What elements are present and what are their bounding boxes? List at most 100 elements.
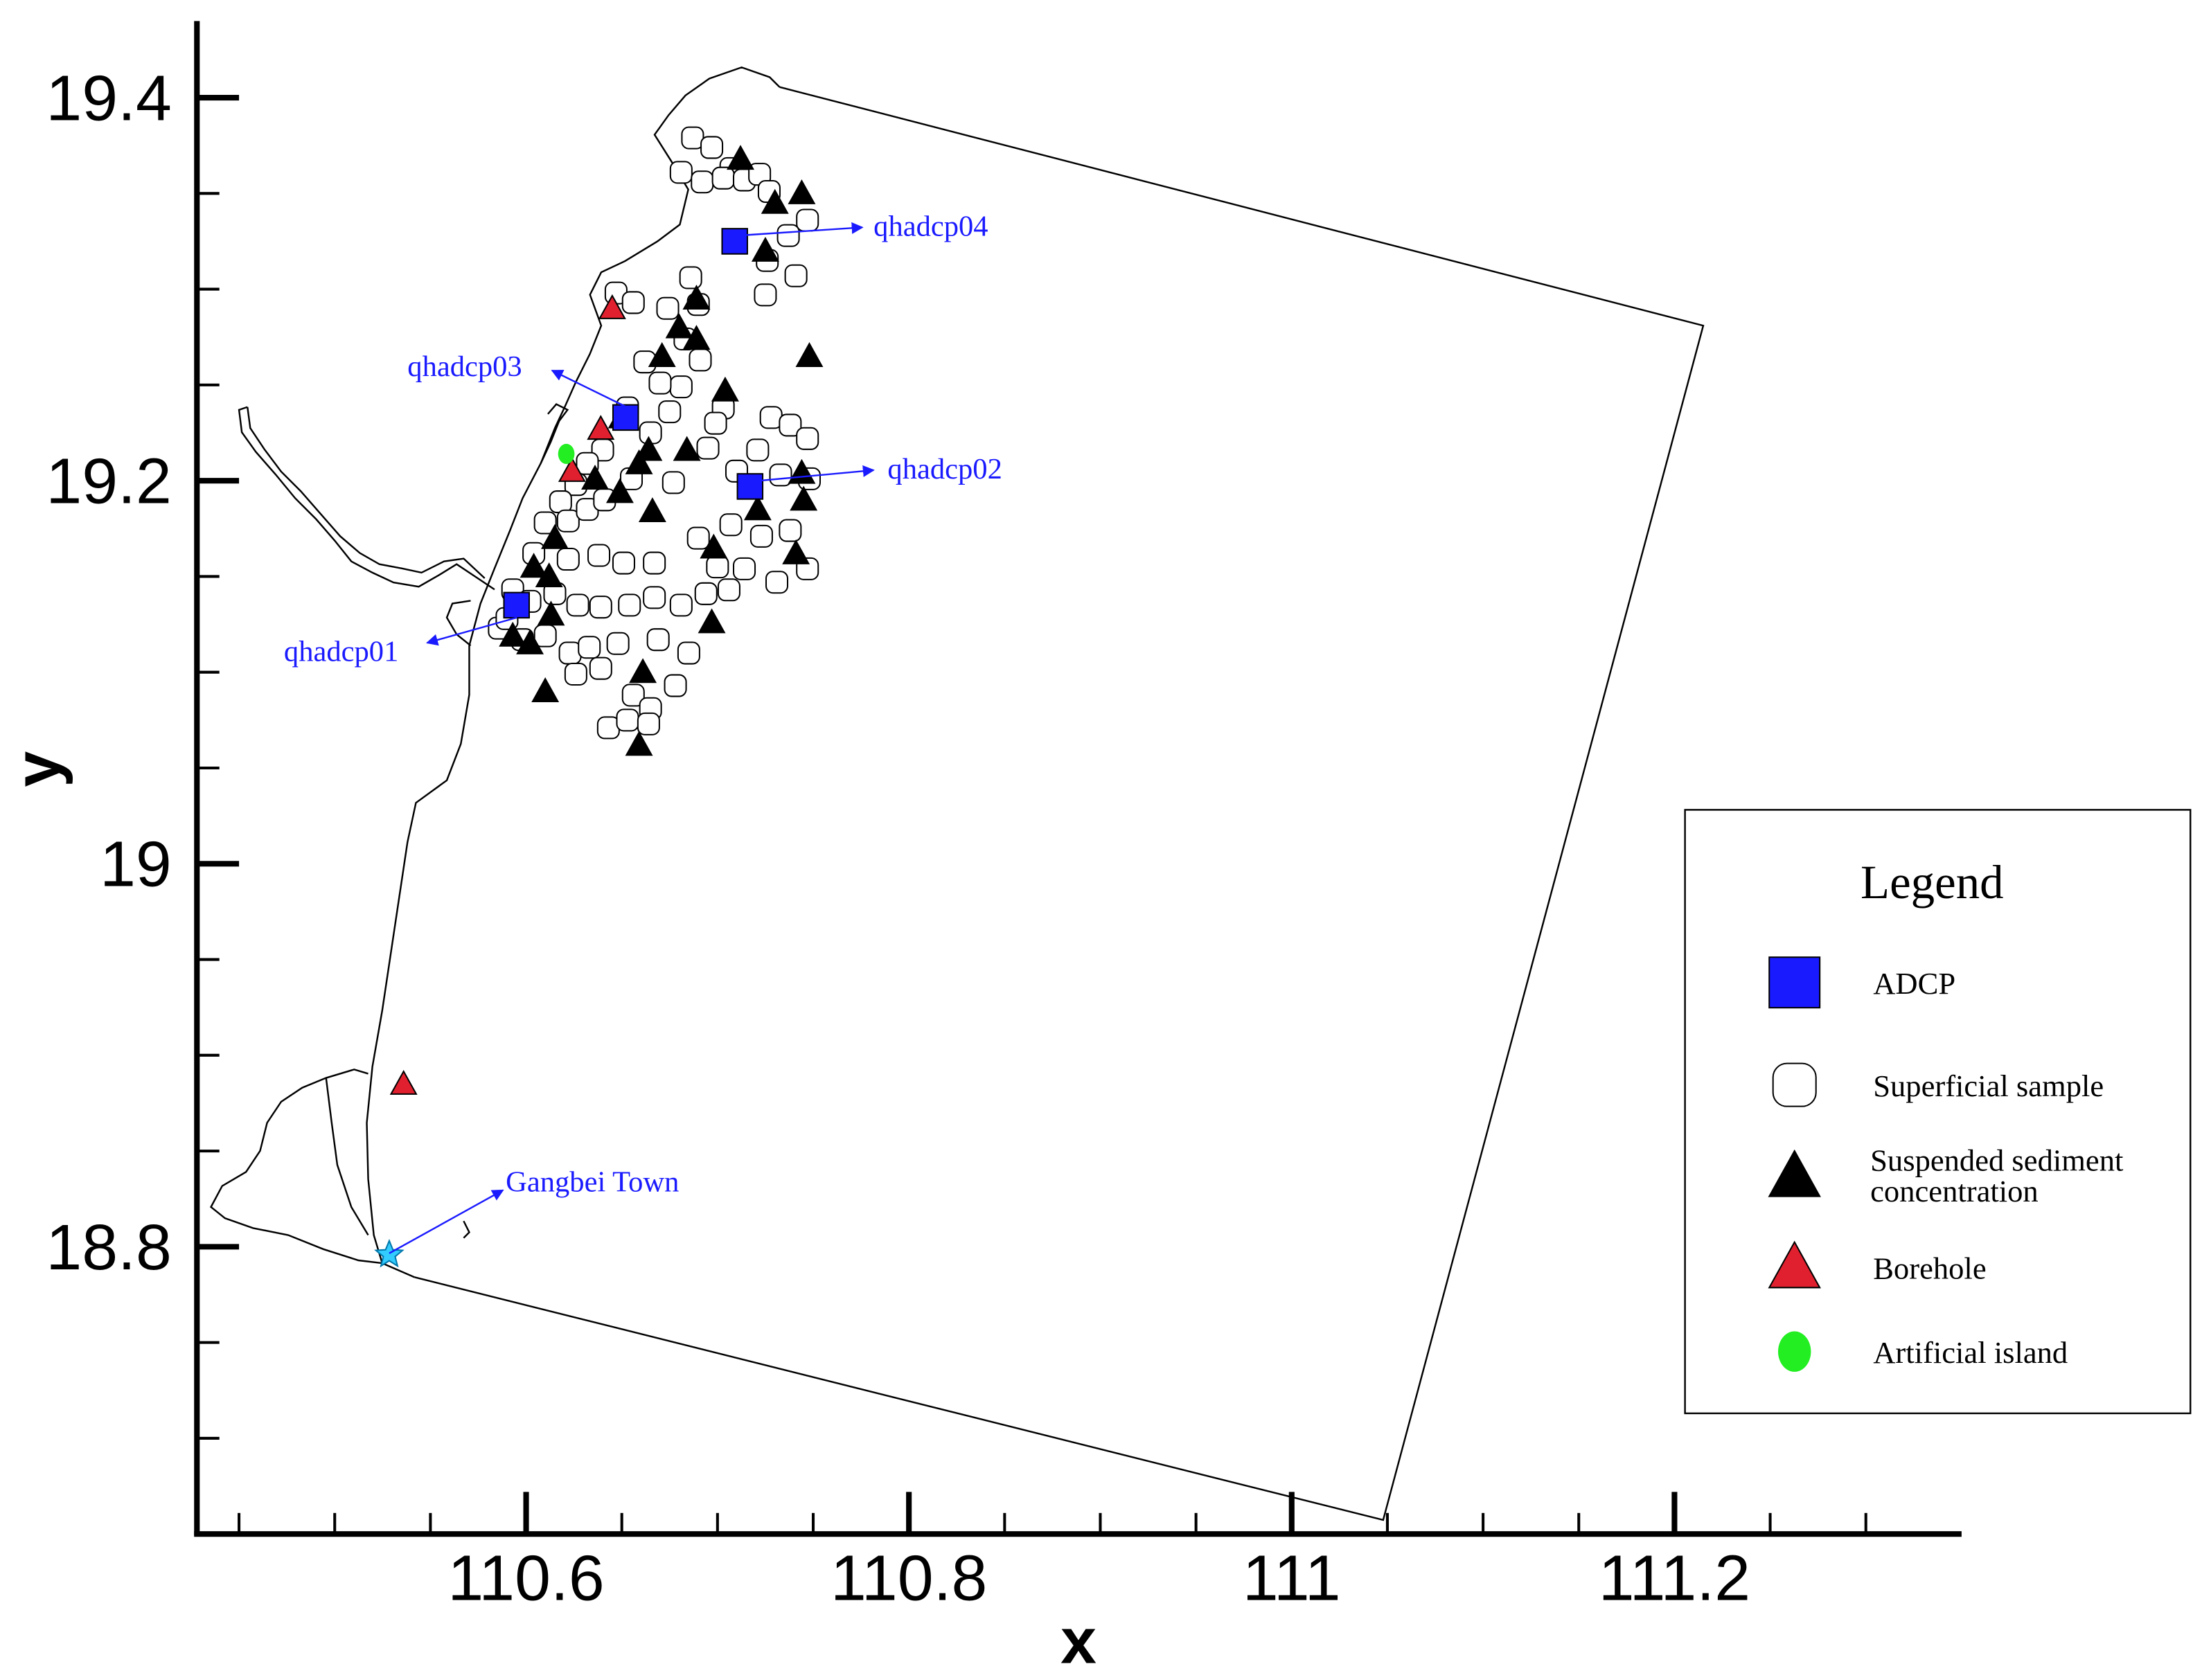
circle-marker (558, 641, 582, 665)
legend-label: Superficial sample (1873, 1069, 2104, 1103)
circle-marker (746, 438, 770, 462)
circle-marker (566, 593, 589, 617)
legend-marker (1777, 1331, 1811, 1372)
triangle-marker (625, 731, 653, 756)
triangle-marker (581, 465, 609, 490)
triangle-marker (537, 600, 565, 626)
circle-marker (669, 593, 693, 617)
circle-marker (749, 524, 773, 548)
triangle-marker (673, 436, 701, 461)
circle-marker (621, 291, 645, 314)
square-marker (736, 473, 764, 500)
square-marker (721, 228, 748, 255)
model-boundary (414, 86, 1705, 1521)
circle-marker (754, 283, 777, 307)
y-tick-label: 19 (100, 828, 172, 900)
legend-marker (1768, 1149, 1821, 1197)
triangle-marker (531, 677, 560, 702)
circle-marker (643, 551, 666, 575)
circle-marker (691, 170, 714, 194)
circle-marker (643, 586, 666, 609)
circle-marker (679, 266, 702, 289)
triangle-marker (598, 294, 626, 319)
blob-marker (558, 443, 575, 465)
circle-marker (621, 683, 645, 707)
circle-marker (656, 296, 680, 320)
annotation-arrow (734, 222, 864, 237)
annotation-text: qhadcp03 (407, 350, 522, 383)
legend-marker (1768, 956, 1821, 1009)
triangle-marker (665, 313, 693, 339)
circle-marker (669, 161, 693, 184)
x-tick-label: 110.6 (447, 1542, 604, 1614)
triangle-marker (587, 415, 615, 440)
circle-marker (759, 406, 783, 429)
circle-marker (612, 551, 635, 575)
triangle-marker (727, 145, 754, 170)
circle-marker (533, 624, 557, 647)
triangle-marker (761, 188, 789, 214)
legend-label: ADCP (1873, 966, 1955, 1001)
circle-marker (662, 471, 685, 494)
circle-marker (587, 544, 611, 567)
triangle-marker (535, 562, 563, 588)
circle-marker (796, 427, 819, 450)
circle-marker (776, 224, 800, 247)
circle-marker (616, 708, 639, 732)
legend-label: Artificial island (1873, 1335, 2068, 1370)
circle-marker (700, 136, 724, 159)
estuary (238, 403, 569, 647)
circle-marker (646, 628, 670, 652)
circle-marker (733, 557, 756, 580)
circle-marker (784, 264, 808, 287)
annotation-arrow (751, 465, 875, 483)
x-tick-label: 111.2 (1599, 1542, 1750, 1614)
triangle-marker (520, 553, 548, 578)
circle-marker (769, 463, 792, 487)
circle-marker (658, 400, 682, 424)
triangle-marker (682, 325, 711, 350)
circle-marker (589, 596, 612, 619)
circle-marker (677, 641, 700, 665)
x-tick-label: 110.8 (831, 1542, 987, 1614)
circle-marker (694, 582, 718, 605)
circle-marker (779, 413, 802, 437)
annotation-arrow (426, 616, 517, 646)
circle-marker (719, 513, 743, 537)
south-land (210, 1069, 470, 1265)
circle-marker (606, 632, 630, 655)
circle-marker (578, 636, 601, 659)
triangle-marker (782, 539, 810, 564)
circle-marker (686, 526, 710, 550)
triangle-marker (743, 495, 772, 521)
triangle-marker (790, 485, 818, 511)
y-tick-label: 19.4 (46, 62, 171, 134)
triangle-marker (541, 524, 569, 549)
triangle-marker (795, 342, 824, 367)
y-axis-label: y (1, 751, 73, 787)
legend-marker (1768, 1240, 1821, 1289)
triangle-marker (516, 629, 544, 654)
circle-marker (796, 208, 819, 232)
triangle-marker (682, 285, 711, 310)
circle-marker (549, 490, 572, 514)
circle-marker (711, 166, 735, 190)
annotation-arrow (551, 369, 627, 408)
x-tick-label: 111 (1243, 1542, 1341, 1614)
triangle-marker (558, 456, 586, 482)
circle-marker (706, 555, 729, 579)
circle-marker (596, 716, 620, 740)
circle-marker (564, 662, 587, 686)
circle-marker (664, 674, 687, 697)
square-marker (503, 591, 530, 619)
y-tick-label: 18.8 (46, 1211, 171, 1283)
circle-marker (704, 411, 727, 435)
triangle-marker (700, 533, 728, 559)
triangle-marker (629, 658, 657, 683)
triangle-marker (634, 436, 663, 461)
circle-marker (681, 126, 704, 150)
circle-marker (618, 593, 641, 617)
legend-title: Legend (1861, 856, 2004, 909)
